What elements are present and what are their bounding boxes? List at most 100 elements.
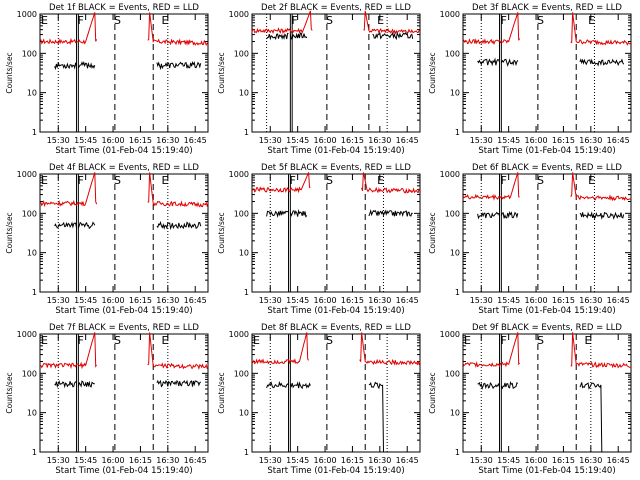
x-tick-label: 16:30: [156, 296, 179, 305]
events-series-line: [266, 208, 413, 219]
x-tick-label: 16:00: [525, 296, 548, 305]
y-tick-label: 1: [455, 448, 460, 457]
flag-label: F: [78, 334, 84, 347]
x-tick-label: 15:30: [47, 456, 70, 465]
x-tick-label: 15:45: [497, 136, 520, 145]
x-axis-label: Start Time (01-Feb-04 15:19:40): [478, 146, 615, 156]
y-tick-label: 100: [22, 369, 37, 378]
events-series-line: [266, 31, 414, 41]
y-tick-label: 1: [32, 128, 37, 137]
flag-label: S: [326, 334, 333, 347]
x-tick-label: 16:15: [552, 456, 575, 465]
x-tick-label: 15:45: [286, 136, 309, 145]
y-tick-label: 1000: [440, 330, 460, 339]
x-tick-label: 15:30: [259, 296, 282, 305]
y-tick-label: 1: [455, 288, 460, 297]
y-axis-label: Counts/sec: [428, 212, 437, 253]
x-axis-label: Start Time (01-Feb-04 15:19:40): [478, 466, 615, 476]
x-tick-label: 16:15: [341, 136, 364, 145]
flag-label: E: [585, 334, 592, 347]
y-axis-label: Counts/sec: [5, 52, 14, 93]
x-tick-label: 16:45: [607, 456, 630, 465]
y-tick-label: 10: [27, 249, 37, 258]
flag-label: F: [501, 174, 507, 187]
x-tick-label: 15:30: [47, 296, 70, 305]
flag-label: E: [253, 334, 260, 347]
x-tick-label: 16:45: [396, 456, 419, 465]
y-tick-label: 1000: [440, 10, 460, 19]
x-axis-label: Start Time (01-Feb-04 15:19:40): [267, 306, 404, 316]
y-tick-label: 1: [244, 128, 249, 137]
x-tick-label: 16:45: [607, 296, 630, 305]
flag-label: S: [537, 334, 544, 347]
x-axis-label: Start Time (01-Feb-04 15:19:40): [55, 466, 192, 476]
plot-frame: [39, 13, 209, 133]
x-tick-label: 16:15: [552, 136, 575, 145]
panel-title: Det 5f BLACK = Events, RED = LLD: [261, 163, 411, 173]
y-tick-label: 10: [450, 249, 460, 258]
y-tick-label: 1: [244, 448, 249, 457]
x-tick-label: 15:30: [470, 456, 493, 465]
flag-label: E: [41, 334, 48, 347]
y-tick-label: 100: [22, 209, 37, 218]
x-tick-label: 15:45: [286, 296, 309, 305]
flag-label: S: [326, 14, 333, 27]
x-tick-label: 16:15: [341, 456, 364, 465]
x-tick-label: 16:45: [396, 296, 419, 305]
flag-label: F: [290, 174, 296, 187]
x-tick-label: 15:45: [74, 456, 97, 465]
x-tick-label: 16:00: [314, 456, 337, 465]
flag-label: F: [501, 334, 507, 347]
plot-frame: [462, 173, 632, 293]
plot-frame: [39, 173, 209, 293]
panel-8: Det 8f BLACK = Events, RED = LLD 1 10 100 10…: [217, 323, 421, 476]
y-tick-label: 1: [32, 288, 37, 297]
x-tick-label: 16:30: [368, 136, 391, 145]
flag-label: S: [537, 14, 544, 27]
panel-3: Det 3f BLACK = Events, RED = LLD 1 10 100 10…: [428, 3, 632, 156]
flag-label: F: [78, 14, 84, 27]
y-tick-label: 1: [32, 448, 37, 457]
lld-series-line: [251, 10, 421, 35]
y-tick-label: 1000: [17, 10, 37, 19]
panel-title: Det 2f BLACK = Events, RED = LLD: [261, 3, 411, 13]
events-series-line: [266, 380, 413, 453]
flag-label: S: [114, 334, 121, 347]
x-tick-label: 16:45: [396, 136, 419, 145]
panel-5: Det 5f BLACK = Events, RED = LLD 1 10 100 10…: [217, 163, 421, 316]
plot-frame: [251, 173, 421, 293]
x-tick-label: 16:45: [184, 136, 207, 145]
panel-title: Det 6f BLACK = Events, RED = LLD: [472, 163, 622, 173]
x-tick-label: 16:30: [579, 136, 602, 145]
x-tick-label: 16:00: [102, 296, 125, 305]
y-tick-label: 1: [244, 288, 249, 297]
y-tick-label: 100: [234, 209, 249, 218]
y-tick-label: 1: [455, 128, 460, 137]
y-tick-label: 1000: [229, 170, 249, 179]
x-tick-label: 15:45: [74, 136, 97, 145]
panel-title: Det 3f BLACK = Events, RED = LLD: [472, 3, 622, 13]
events-series-line: [477, 380, 624, 453]
flag-label: E: [162, 174, 169, 187]
x-axis-label: Start Time (01-Feb-04 15:19:40): [478, 306, 615, 316]
y-tick-label: 1000: [229, 330, 249, 339]
x-tick-label: 15:30: [259, 456, 282, 465]
x-axis-label: Start Time (01-Feb-04 15:19:40): [267, 146, 404, 156]
panel-title: Det 4f BLACK = Events, RED = LLD: [49, 163, 199, 173]
x-tick-label: 16:30: [579, 456, 602, 465]
x-axis-label: Start Time (01-Feb-04 15:19:40): [55, 146, 192, 156]
flag-label: S: [326, 174, 333, 187]
x-tick-label: 15:30: [259, 136, 282, 145]
flag-label: E: [588, 14, 595, 27]
events-series-line: [54, 379, 202, 389]
flag-label: E: [588, 174, 595, 187]
x-tick-label: 15:45: [74, 296, 97, 305]
plot-frame: [39, 333, 209, 453]
events-series-line: [477, 210, 625, 220]
y-tick-label: 100: [445, 369, 460, 378]
x-tick-label: 16:00: [314, 296, 337, 305]
x-tick-label: 16:45: [607, 136, 630, 145]
x-tick-label: 15:45: [497, 456, 520, 465]
y-tick-label: 10: [239, 409, 249, 418]
